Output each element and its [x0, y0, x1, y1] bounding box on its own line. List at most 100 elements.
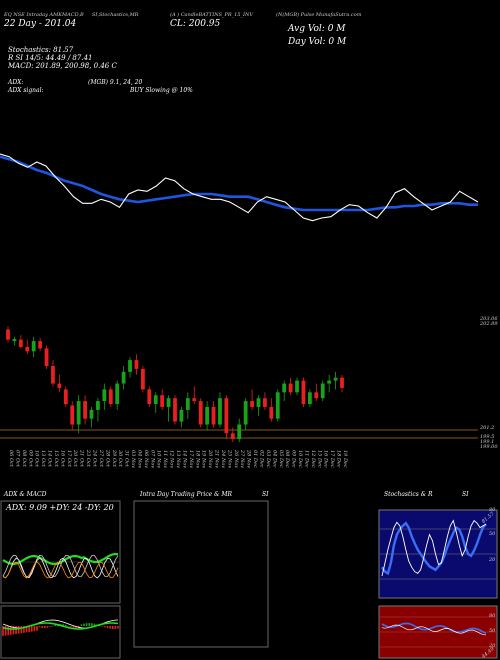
info-buy-signal: BUY Slowing @ 10% [130, 87, 193, 94]
macd-bar [93, 623, 96, 626]
ma-chart [0, 153, 479, 222]
candle-body [153, 395, 158, 405]
date-label: 11 Nov [162, 450, 168, 468]
candle-body [25, 346, 30, 352]
macd-bar [67, 625, 70, 627]
adx-lines [2, 552, 119, 579]
candle-body [263, 398, 267, 407]
candle-body [147, 389, 152, 405]
candle-body [108, 389, 113, 405]
date-label: 10 Dec [297, 450, 303, 468]
candle-body [38, 341, 43, 349]
stoch-d-line [381, 519, 487, 577]
macd-bar [10, 626, 12, 635]
candle-body [224, 398, 229, 434]
macd-bar [30, 626, 33, 632]
macd-bar [25, 626, 28, 633]
date-label: 26 Nov [233, 449, 239, 468]
date-label: 03 Dec [265, 450, 271, 468]
candle-body [6, 329, 10, 340]
macd-bar [106, 626, 109, 629]
rsi-tick-80: 80 [489, 613, 496, 619]
ma-line-white [0, 153, 479, 222]
stoch-tick-50: 50 [489, 531, 496, 537]
header-indicators: SI,Stochastics,MR [92, 12, 139, 18]
date-label: 30 Oct [117, 450, 123, 468]
candle-body [44, 348, 49, 366]
macd-bar [91, 623, 93, 626]
date-label: 16 Dec [323, 450, 329, 468]
candle-body [218, 398, 222, 425]
date-label: 27 Nov [239, 449, 245, 468]
macd-bar [51, 625, 54, 627]
date-label: 04 Dec [271, 450, 277, 468]
adx-line [2, 561, 119, 579]
macd-bar [54, 624, 57, 626]
macd-bar [28, 626, 30, 632]
price-label-top-b: 202.89 [480, 321, 498, 327]
stoch-rsi-panel [378, 509, 498, 659]
candle-body [96, 401, 100, 410]
price-label-low-a: 199.5 [480, 434, 495, 440]
macd-bar [104, 626, 106, 628]
macd-bar [109, 626, 111, 629]
date-label: 24 Oct [92, 449, 98, 468]
candle-body [256, 398, 261, 407]
candle-body [102, 389, 107, 402]
ma-line-blue [0, 155, 478, 212]
candle-body [31, 341, 36, 352]
date-label: 06 Nov [143, 450, 149, 468]
macd-bar [23, 626, 25, 633]
candle-body [128, 360, 132, 372]
candle-body [327, 380, 332, 384]
candle-body [301, 380, 306, 405]
date-label: 27 Oct [98, 449, 104, 468]
macd-bar [114, 626, 117, 629]
date-label: 07 Nov [149, 450, 155, 468]
candle-body [288, 383, 293, 393]
macd-bar [83, 623, 85, 626]
header-day-vol: Day Vol: 0 M [288, 37, 347, 47]
candle-body [185, 398, 190, 410]
macd-signal-line [2, 622, 119, 630]
macd-bars [2, 619, 119, 636]
rsi-tick-20: 20 [489, 643, 496, 649]
macd-bar [15, 626, 17, 634]
candle-body [76, 401, 81, 425]
macd-bar [49, 626, 51, 627]
candle-body [57, 383, 62, 388]
date-label: 20 Nov [207, 449, 213, 468]
candle-body [160, 395, 165, 407]
date-label: 24 Nov [220, 449, 226, 468]
candle-body [205, 406, 210, 425]
price-label-top-a: 203.06 [480, 316, 498, 322]
candle-body [115, 383, 120, 405]
candle-body [166, 398, 171, 407]
intraday-panel-title: Intra Day Trading Price & MR [140, 491, 233, 498]
macd-bar [4, 626, 7, 636]
macd-bar [20, 626, 23, 634]
date-label: 05 Dec [278, 450, 284, 468]
date-label: 04 Nov [136, 450, 142, 468]
candle-body [51, 365, 55, 384]
rsi-lines [381, 622, 487, 636]
macd-bar [2, 626, 4, 636]
date-label: 18 Nov [194, 450, 200, 468]
candle-body [307, 392, 312, 405]
date-label: 14 Nov [181, 450, 187, 468]
date-label: 21 Oct [79, 449, 85, 468]
rsi-line [381, 622, 487, 635]
candle-body [121, 371, 126, 384]
date-label: 09 Dec [291, 450, 297, 468]
candle-body [314, 392, 319, 399]
date-label: 15 Oct [53, 450, 59, 468]
date-label: 20 Oct [72, 449, 78, 468]
intraday-frame [133, 500, 269, 648]
date-label: 25 Nov [226, 449, 232, 468]
date-label: 06 Oct [8, 450, 14, 468]
date-label: 03 Nov [130, 450, 136, 468]
date-axis: 06 Oct 07 Oct 08 Oct 09 Oct 10 Oct 13 Oct 14 O… [8, 449, 348, 468]
macd-bar [12, 626, 15, 635]
candle-body [173, 398, 177, 422]
